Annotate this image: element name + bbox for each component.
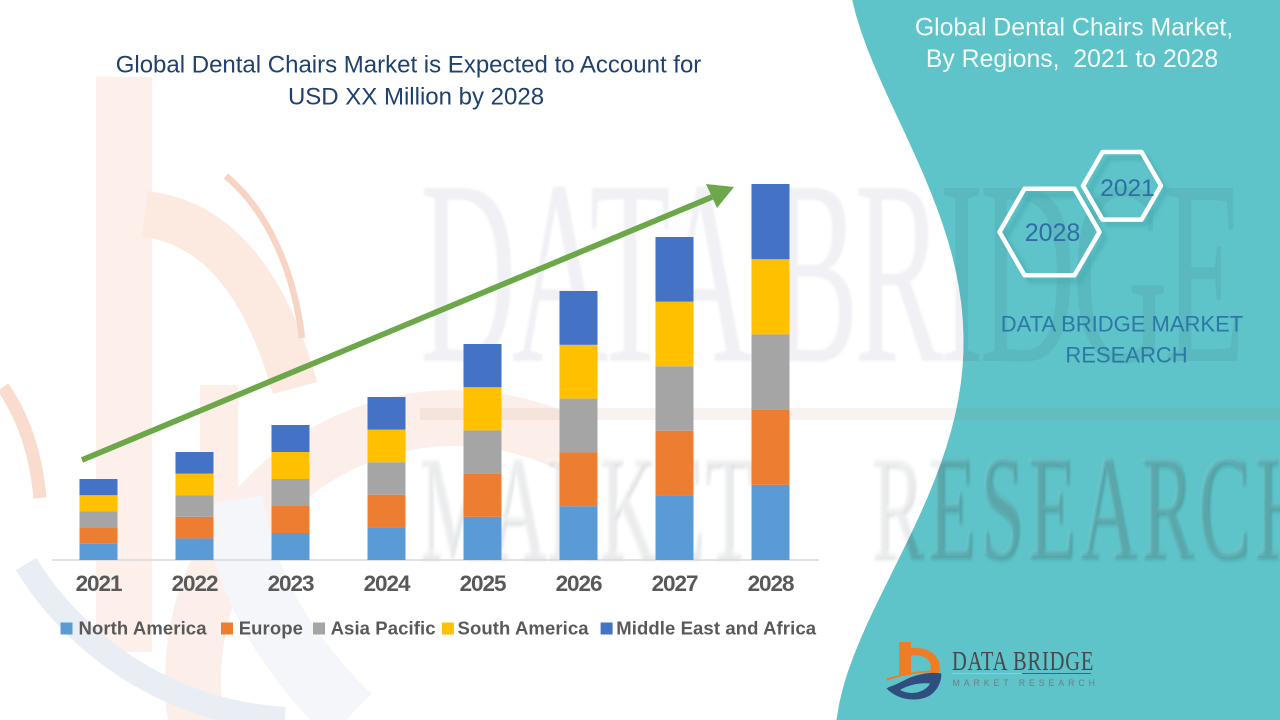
svg-text:RESEARCH: RESEARCH [1065,343,1187,368]
svg-text:North America: North America [79,618,208,639]
svg-text:2021: 2021 [76,571,122,596]
svg-text:Global Dental Chairs Market is: Global Dental Chairs Market is Expected … [116,52,702,79]
svg-text:2028: 2028 [748,571,794,596]
svg-text:2022: 2022 [172,571,218,596]
svg-text:2025: 2025 [460,571,506,596]
svg-text:Global Dental Chairs Market,: Global Dental Chairs Market, [915,15,1233,42]
svg-text:Asia Pacific: Asia Pacific [331,618,436,639]
svg-text:DATA BRIDGE MARKET: DATA BRIDGE MARKET [1001,312,1243,337]
svg-text:2026: 2026 [556,571,602,596]
svg-text:2021: 2021 [1100,175,1155,202]
svg-text:Middle East and Africa: Middle East and Africa [616,618,817,639]
svg-text:DATA BRIDGE: DATA BRIDGE [952,647,1093,676]
svg-text:2024: 2024 [364,571,411,596]
svg-text:2028: 2028 [1025,219,1081,247]
svg-text:Europe: Europe [239,618,303,639]
svg-text:MARKET RESEARCH: MARKET RESEARCH [953,678,1099,688]
svg-text:2023: 2023 [268,571,314,596]
svg-text:By Regions, 2021 to 2028: By Regions, 2021 to 2028 [926,46,1218,73]
svg-text:South America: South America [458,618,590,639]
svg-text:USD XX Million by 2028: USD XX Million by 2028 [288,84,544,111]
svg-text:2027: 2027 [652,571,698,596]
